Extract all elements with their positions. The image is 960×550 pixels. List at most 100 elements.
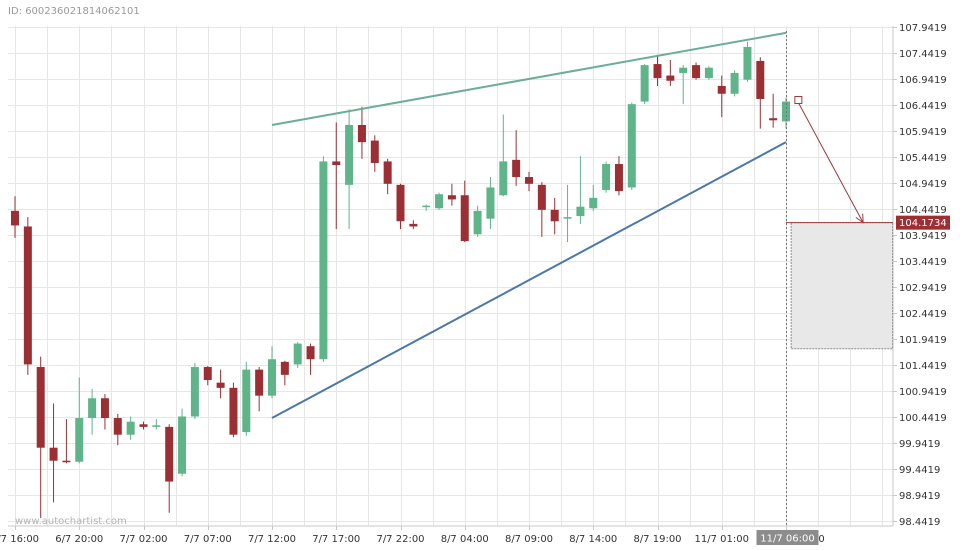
candle-body xyxy=(203,367,212,381)
candle-body xyxy=(653,64,662,79)
candle xyxy=(268,346,276,399)
candle xyxy=(178,408,187,477)
candle xyxy=(396,183,405,230)
candle xyxy=(293,342,302,369)
candle-body xyxy=(255,369,264,396)
candle-body xyxy=(460,195,469,242)
x-tick-label: 11/7 01:00 xyxy=(695,534,749,545)
candle-body xyxy=(666,75,675,81)
candle-body xyxy=(640,65,649,102)
candle-body xyxy=(23,226,32,365)
candle xyxy=(769,93,778,128)
y-tick-label: 101.9419 xyxy=(899,335,947,346)
candle xyxy=(627,102,636,191)
candle-body xyxy=(602,164,611,191)
candle-body xyxy=(525,177,533,184)
candle xyxy=(357,106,366,159)
candle xyxy=(653,54,662,86)
candle-body xyxy=(216,382,225,388)
y-tick-label: 99.9419 xyxy=(899,439,940,450)
candle-body xyxy=(679,67,688,73)
forecast-start-marker xyxy=(794,96,803,105)
candle xyxy=(126,416,135,440)
current-time-label: 11/7 06:00 xyxy=(760,534,814,545)
candle xyxy=(409,220,418,230)
target-zone xyxy=(786,222,894,350)
y-tick-label: 103.9419 xyxy=(899,231,947,242)
chart-id-text: ID: 600236021814062101 xyxy=(8,6,140,17)
candle xyxy=(113,413,122,446)
candle-body xyxy=(370,140,379,163)
candle-body xyxy=(229,387,238,435)
candle xyxy=(679,65,688,105)
candle xyxy=(345,109,354,230)
upper-wedge-line xyxy=(271,31,787,126)
candle-body xyxy=(589,197,598,209)
x-tick-label: 8/7 14:00 xyxy=(569,534,617,545)
candle xyxy=(447,183,456,206)
candle-body xyxy=(62,460,71,463)
x-tick-label: 8/7 19:00 xyxy=(633,534,681,545)
candle xyxy=(704,66,713,80)
candle-body xyxy=(537,184,546,210)
candle xyxy=(666,59,675,86)
candle xyxy=(602,161,611,193)
candle-body xyxy=(383,161,392,184)
candle-body xyxy=(435,194,444,209)
x-tick-label: 7/7 22:00 xyxy=(376,534,424,545)
candle xyxy=(88,388,97,435)
candle xyxy=(62,419,71,464)
candle xyxy=(190,362,199,420)
candle xyxy=(537,182,546,237)
candle xyxy=(36,356,45,518)
y-tick-label: 106.9419 xyxy=(899,75,947,86)
candle xyxy=(306,343,315,375)
candle xyxy=(49,403,58,503)
candle xyxy=(473,205,482,237)
candle-body xyxy=(704,67,713,79)
candle-body xyxy=(730,72,739,94)
candle xyxy=(563,184,572,243)
candle xyxy=(550,197,559,235)
candle-body xyxy=(190,367,199,417)
forecast-arrow-line xyxy=(798,103,864,223)
candle xyxy=(23,217,32,375)
candle xyxy=(242,361,251,436)
candle-body xyxy=(473,210,482,235)
candle xyxy=(383,158,392,195)
candle-body xyxy=(447,195,456,200)
candle xyxy=(139,421,148,430)
candle xyxy=(499,114,508,197)
watermark: www.autochartist.com xyxy=(15,516,127,527)
candle-body xyxy=(627,104,636,188)
y-tick-label: 107.4419 xyxy=(899,49,947,60)
candle-body xyxy=(756,60,765,99)
candles xyxy=(11,41,790,518)
axis-labels: 104.1734 11/7 06:00 xyxy=(756,215,950,545)
y-tick-label: 102.9419 xyxy=(899,283,947,294)
candle-body xyxy=(357,124,366,143)
candle-body xyxy=(11,210,19,226)
candle xyxy=(589,184,598,211)
x-tick-label: 7/7 02:00 xyxy=(119,534,167,545)
candle-body xyxy=(36,367,45,448)
candle-body xyxy=(614,164,623,192)
candle xyxy=(280,360,289,386)
y-tick-label: 107.9419 xyxy=(899,23,947,34)
candle xyxy=(75,377,84,464)
y-tick-label: 104.4419 xyxy=(899,205,947,216)
candle-body xyxy=(396,184,405,222)
x-tick-label: 7/7 07:00 xyxy=(184,534,232,545)
candle-body xyxy=(486,187,495,219)
candle xyxy=(332,122,341,230)
candle-body xyxy=(178,416,187,474)
y-tick-label: 106.4419 xyxy=(899,101,947,112)
y-tick-label: 98.4419 xyxy=(899,517,940,528)
y-tick-label: 102.4419 xyxy=(899,309,947,320)
x-tick-label: 7/7 12:00 xyxy=(248,534,296,545)
y-axis: 98.4419 98.9419 99.4419 99.9419 100.4419 100.… xyxy=(892,23,947,528)
candle-body xyxy=(743,46,752,80)
y-tick-label: 101.4419 xyxy=(899,361,947,372)
candle-body xyxy=(550,209,559,222)
